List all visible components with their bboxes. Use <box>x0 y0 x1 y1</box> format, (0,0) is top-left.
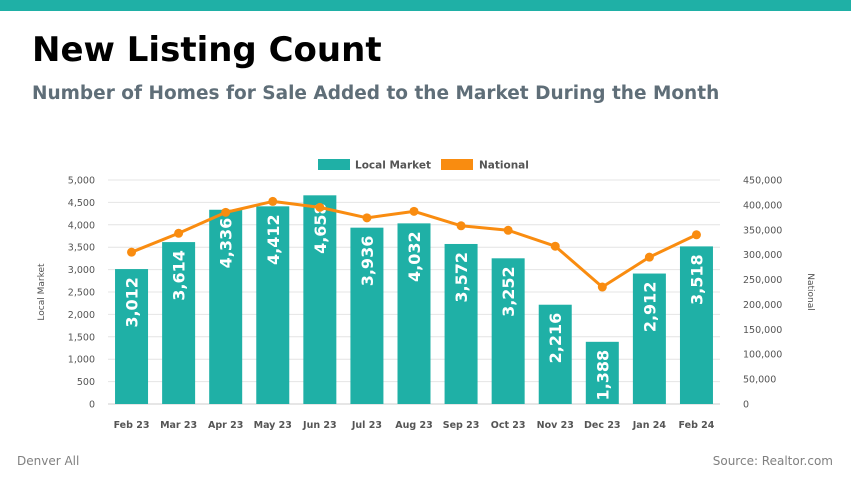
footer-source: Source: Realtor.com <box>712 454 833 468</box>
bar-data-label: 3,936 <box>358 236 377 287</box>
left-axis-tick-label: 4,000 <box>68 220 95 231</box>
right-axis-tick-label: 50,000 <box>743 375 776 386</box>
x-axis-tick-label: Nov 23 <box>537 420 574 431</box>
bar-data-label: 3,614 <box>170 250 189 301</box>
national-point-jan-24 <box>644 252 654 262</box>
legend: Local Market National <box>318 159 529 172</box>
x-axis-tick-label: Dec 23 <box>584 420 621 431</box>
page-subtitle: Number of Homes for Sale Added to the Ma… <box>32 83 720 104</box>
right-axis-tick-label: 0 <box>743 400 749 411</box>
national-point-aug-23 <box>409 206 419 216</box>
right-axis-title: National <box>805 273 815 311</box>
legend-swatch-national <box>441 159 473 170</box>
legend-label-local-market: Local Market <box>355 160 431 172</box>
national-point-feb-24 <box>691 230 701 240</box>
left-axis-tick-label: 3,000 <box>68 265 95 276</box>
bar-jul-23 <box>350 227 384 404</box>
right-axis-tick-label: 450,000 <box>743 176 782 187</box>
left-axis-tick-label: 1,000 <box>68 355 95 366</box>
x-axis-tick-label: Apr 23 <box>208 420 243 431</box>
bar-jun-23 <box>303 195 337 404</box>
line-series <box>127 196 701 292</box>
x-axis-tick-label: Sep 23 <box>443 420 480 431</box>
legend-swatch-local-market <box>318 159 350 170</box>
bar-jan-24 <box>632 273 666 404</box>
left-axis-tick-label: 0 <box>89 400 95 411</box>
x-axis-tick-label: Mar 23 <box>160 420 197 431</box>
bar-data-label: 3,012 <box>123 277 142 328</box>
legend-label-national: National <box>479 160 529 172</box>
footer-market-label: Denver All <box>17 454 80 468</box>
x-axis-tick-label: Feb 24 <box>679 420 715 431</box>
bar-data-label: 2,216 <box>546 313 565 364</box>
bar-data-label: 2,912 <box>640 282 659 333</box>
right-axis-tick-label: 250,000 <box>743 275 782 286</box>
national-point-dec-23 <box>597 282 607 292</box>
bar-feb-23 <box>115 269 149 404</box>
x-axis-tick-label: Aug 23 <box>395 420 432 431</box>
x-axis-tick-label: May 23 <box>254 420 292 431</box>
left-axis-tick-label: 2,000 <box>68 310 95 321</box>
national-point-jul-23 <box>362 213 372 223</box>
left-axis-tick-label: 4,500 <box>68 198 95 209</box>
left-axis-tick-label: 1,500 <box>68 332 95 343</box>
national-point-sep-23 <box>456 221 466 231</box>
bar-series: 3,012 3,614 4,336 4,412 4,658 3,936 4,032 3,572… <box>115 195 713 404</box>
x-axis-tick-label: Jul 23 <box>351 420 382 431</box>
bar-sep-23 <box>444 243 478 404</box>
right-axis-tick-label: 400,000 <box>743 200 782 211</box>
left-axis-tick-label: 3,500 <box>68 243 95 254</box>
left-axis-title: Local Market <box>37 263 47 321</box>
left-axis-tick-label: 5,000 <box>68 176 95 187</box>
bar-data-label: 4,336 <box>217 218 236 269</box>
right-axis-tick-label: 350,000 <box>743 225 782 236</box>
national-point-jun-23 <box>315 202 325 212</box>
x-axis-tick-label: Feb 23 <box>114 420 150 431</box>
bar-data-label: 4,032 <box>405 231 424 282</box>
bar-dec-23 <box>585 341 619 404</box>
right-axis-tick-label: 300,000 <box>743 250 782 261</box>
national-point-apr-23 <box>221 207 231 217</box>
right-axis-tick-label: 150,000 <box>743 325 782 336</box>
national-point-mar-23 <box>174 228 184 238</box>
right-axis-tick-label: 200,000 <box>743 300 782 311</box>
bar-apr-23 <box>209 209 243 404</box>
bar-feb-24 <box>679 246 713 404</box>
bar-oct-23 <box>491 258 525 404</box>
national-point-nov-23 <box>550 241 560 251</box>
bar-data-label: 4,658 <box>311 203 330 254</box>
bar-nov-23 <box>538 304 572 404</box>
national-point-feb-23 <box>127 247 137 257</box>
bar-data-label: 3,518 <box>687 254 706 305</box>
bar-data-label: 4,412 <box>264 214 283 265</box>
axes: 0 500 1,000 1,500 2,000 2,500 3,000 3,500 4,000 4… <box>37 176 815 432</box>
top-accent-band <box>0 0 851 11</box>
x-axis-tick-label: Jan 24 <box>632 420 667 431</box>
left-axis-tick-label: 500 <box>77 377 95 388</box>
x-axis-tick-label: Oct 23 <box>491 420 526 431</box>
left-axis-tick-label: 2,500 <box>68 288 95 299</box>
national-point-may-23 <box>268 196 278 206</box>
right-axis-tick-label: 100,000 <box>743 350 782 361</box>
x-axis-tick-label: Jun 23 <box>302 420 337 431</box>
page-title: New Listing Count <box>32 30 382 70</box>
bar-may-23 <box>256 206 290 404</box>
bar-aug-23 <box>397 223 431 404</box>
bar-data-label: 3,572 <box>452 252 471 303</box>
national-point-oct-23 <box>503 225 513 235</box>
bar-data-label: 1,388 <box>593 350 612 401</box>
bar-mar-23 <box>162 242 196 404</box>
bar-data-label: 3,252 <box>499 266 518 317</box>
